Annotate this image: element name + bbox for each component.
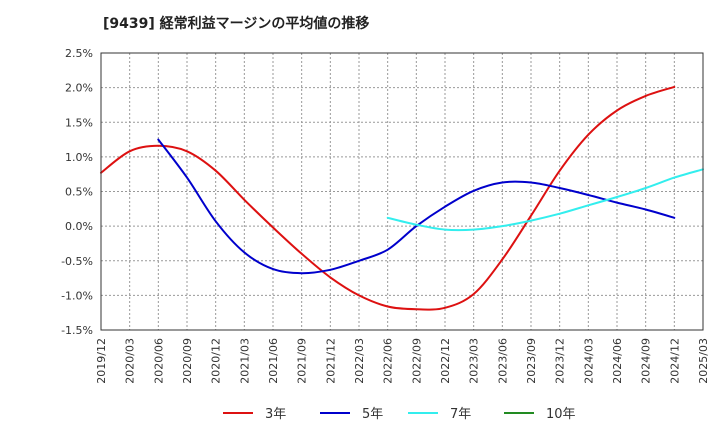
chart-title: [9439] 経常利益マージンの平均値の推移 [103, 16, 370, 32]
legend-label-4: 10年 [546, 407, 576, 422]
legend-layer: 3年 5年 7年 10年 [223, 407, 576, 422]
x-tick-label: 2021/09 [296, 338, 309, 384]
y-tick-label: 1.0% [65, 151, 93, 164]
series-line-1 [100, 85, 676, 311]
legend-label-1: 3年 [265, 407, 286, 422]
x-tick-label: 2024/12 [668, 338, 681, 384]
x-tick-label: 2022/03 [353, 338, 366, 384]
x-tick-label: 2024/06 [611, 338, 624, 384]
series-layer [100, 85, 704, 311]
legend-label-2: 5年 [362, 407, 383, 422]
x-tick-label: 2021/03 [238, 338, 251, 384]
y-tick-label: 0.5% [65, 186, 93, 199]
y-tick-label: 0.0% [65, 220, 93, 233]
y-tick-label: 2.0% [65, 82, 93, 95]
x-tick-label: 2020/03 [124, 338, 137, 384]
x-tick-label: 2024/03 [582, 338, 595, 384]
x-tick-label: 2019/12 [95, 338, 108, 384]
x-tick-label: 2020/09 [181, 338, 194, 384]
y-tick-label: 2.5% [65, 47, 93, 60]
x-tick-label: 2021/06 [267, 338, 280, 384]
x-tick-label: 2020/12 [210, 338, 223, 384]
series-line-3 [386, 168, 704, 232]
x-tick-label: 2023/03 [468, 338, 481, 384]
x-tick-label: 2022/09 [410, 338, 423, 384]
legend-label-3: 7年 [450, 407, 471, 422]
x-tick-label: 2020/06 [152, 338, 165, 384]
x-tick-label: 2023/09 [525, 338, 538, 384]
x-tick-label: 2023/12 [554, 338, 567, 384]
x-tick-label: 2022/12 [439, 338, 452, 384]
y-tick-label: -1.0% [61, 289, 93, 302]
x-tick-label: 2021/12 [324, 338, 337, 384]
x-tick-label: 2024/09 [640, 338, 653, 384]
axis-layer: 2.5%2.0%1.5%1.0%0.5%0.0%-0.5%-1.0%-1.5%2… [61, 47, 710, 384]
x-tick-label: 2022/06 [382, 338, 395, 384]
series-line-2 [157, 138, 676, 275]
plot-frame [100, 52, 704, 331]
y-tick-label: 1.5% [65, 116, 93, 129]
grid-layer [100, 52, 704, 331]
y-tick-label: -1.5% [61, 324, 93, 337]
x-tick-label: 2023/06 [496, 338, 509, 384]
y-tick-label: -0.5% [61, 255, 93, 268]
x-tick-label: 2025/03 [697, 338, 710, 384]
